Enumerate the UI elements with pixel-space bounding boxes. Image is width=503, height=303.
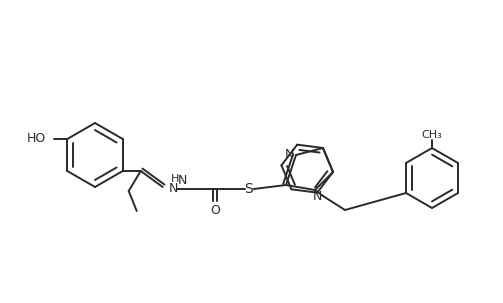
Text: H: H — [171, 174, 179, 184]
Text: S: S — [244, 182, 253, 196]
Text: HO: HO — [27, 132, 46, 145]
Text: N: N — [312, 189, 322, 202]
Text: N: N — [178, 175, 188, 188]
Text: N: N — [284, 148, 294, 161]
Text: CH₃: CH₃ — [422, 130, 442, 140]
Text: O: O — [210, 205, 220, 218]
Text: N: N — [169, 182, 178, 195]
